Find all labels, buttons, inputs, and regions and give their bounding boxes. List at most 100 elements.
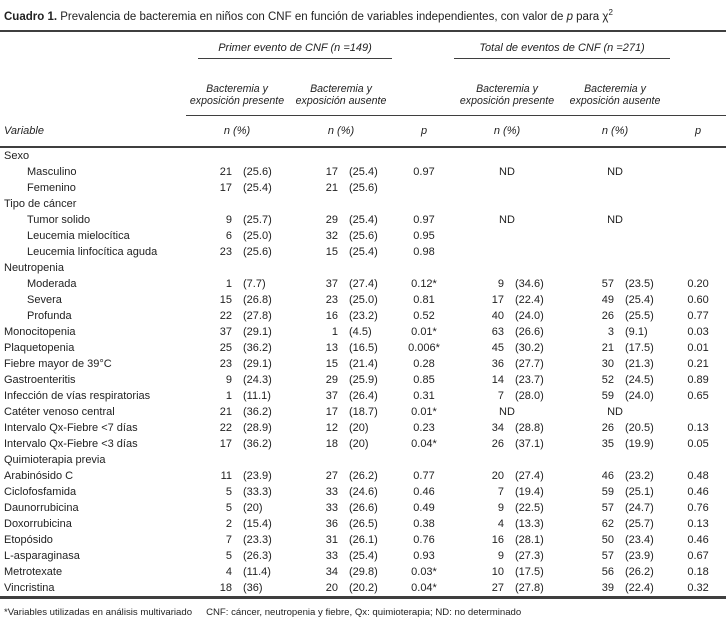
row-label: Masculino (27, 165, 77, 178)
cell-pct: (25.7) (243, 213, 272, 226)
cell-n: 4 (225, 565, 232, 578)
row-label: Vincristina (0, 579, 186, 599)
cell-n (186, 147, 232, 164)
cell-p: 0.38 (413, 517, 435, 530)
cell-p: 0.01* (411, 405, 437, 418)
cell-p: 0.04* (411, 437, 437, 450)
cell-n: 37 (219, 325, 232, 338)
cell-p: 0.49 (413, 501, 435, 514)
table-row: Infección de vías respiratorias 1 (11.1) 37… (0, 388, 726, 404)
cell-pct (504, 244, 560, 260)
cell-n: 15 (325, 245, 338, 258)
table-footnote: *Variables utilizadas en análisis multiv… (0, 607, 726, 618)
cell-n: 39 (560, 579, 614, 599)
cell-p: 0.60 (687, 293, 709, 306)
cell-pct: (15.4) (243, 517, 272, 530)
cell-nd: ND (499, 165, 515, 178)
cell-n: 15 (325, 357, 338, 370)
subheader-row: Bacteremia y exposición presente Bactere… (0, 58, 726, 116)
cell-n: 62 (601, 517, 614, 530)
table-body: Sexo Masculino 21 (25.6) 17 (25.4) 0.97 ND ND Fem… (0, 147, 726, 599)
column-header-n-pct-2: n (%) (288, 115, 394, 148)
table-row: Profunda 22 (27.8) 16 (23.2) 0.52 40 (24.0) 26 (2… (0, 308, 726, 324)
row-label: Leucemia linfocítica aguda (27, 245, 158, 258)
cell-pct: (26.5) (349, 517, 378, 530)
cell-n: 11 (220, 469, 232, 482)
cell-p: 0.03* (411, 565, 437, 578)
cell-n: 45 (491, 341, 504, 354)
cell-n (560, 228, 614, 244)
cell-pct: (27.4) (515, 469, 544, 482)
cell-n (454, 147, 504, 164)
cell-pct: (19.9) (625, 437, 654, 450)
cell-p: 0.93 (413, 549, 435, 562)
cell-p: 0.23 (413, 421, 435, 434)
cell-n: 59 (601, 389, 614, 402)
cell-n: 2 (225, 517, 232, 530)
table-row: Moderada 1 (7.7) 37 (27.4) 0.12* 9 (34.6) 57 (23.… (0, 276, 726, 292)
cell-p: 0.97 (413, 165, 435, 178)
cell-pct (614, 244, 670, 260)
cell-n: 5 (225, 501, 232, 514)
cell-n: 37 (325, 277, 338, 290)
table-row: Arabinósido C 11 (23.9) 27 (26.2) 0.77 20 (27.4… (0, 468, 726, 484)
cell-pct: (20.5) (625, 421, 654, 434)
cell-p (394, 260, 454, 276)
row-label: Profunda (27, 309, 72, 322)
cell-p: 0.76 (687, 501, 709, 514)
cell-p (670, 244, 726, 260)
row-label: Doxorrubicina (4, 517, 72, 530)
row-label: Quimioterapia previa (4, 453, 106, 466)
cell-n (560, 452, 614, 468)
cell-pct: (24.0) (515, 309, 544, 322)
table-row: Vincristina 18 (36) 20 (20.2) 0.04* 27 (27.8) 39… (0, 579, 726, 599)
cell-pct: (7.7) (243, 277, 266, 290)
cell-pct: (26.4) (349, 389, 378, 402)
cell-pct: (36.2) (243, 341, 272, 354)
row-label: Sexo (4, 149, 30, 162)
cell-pct: (24.3) (243, 373, 272, 386)
cell-n: 29 (325, 213, 338, 226)
cell-n: 33 (325, 501, 338, 514)
cell-pct (504, 147, 560, 164)
cell-p: 0.98 (413, 245, 435, 258)
cell-pct: (20) (243, 501, 263, 514)
cell-pct: (23.9) (243, 469, 272, 482)
cell-n: 50 (601, 533, 614, 546)
cell-p: 0.77 (413, 469, 435, 482)
cell-p: 0.95 (413, 229, 435, 242)
cell-p: 0.01 (687, 341, 709, 354)
table-row: L-asparaginasa 5 (26.3) 33 (25.4) 0.93 9 (27.3)… (0, 548, 726, 564)
cell-pct: (25.6) (349, 229, 378, 242)
cell-n (454, 180, 504, 196)
cell-pct: (21.3) (625, 357, 654, 370)
cell-pct (232, 196, 288, 212)
cell-pct: (28.8) (515, 421, 544, 434)
cell-p (670, 212, 726, 228)
row-label: Fiebre mayor de 39°C (4, 357, 112, 370)
cell-pct: (28.9) (243, 421, 272, 434)
cell-pct: (25.5) (625, 309, 654, 322)
subheader-spacer (0, 59, 186, 116)
cell-pct: (25.6) (243, 165, 272, 178)
table-row: Daunorrubicina 5 (20) 33 (26.6) 0.49 9 (22.5) 57… (0, 500, 726, 516)
row-label: Monocitopenia (4, 325, 76, 338)
row-label: Metrotexate (4, 565, 63, 578)
cell-pct (614, 147, 670, 164)
row-label: Plaquetopenia (4, 341, 75, 354)
cell-n (288, 147, 338, 164)
row-label: Tumor solido (27, 213, 91, 226)
cell-n: 31 (325, 533, 338, 546)
column-header-n-pct-1: n (%) (186, 115, 288, 148)
cell-pct (338, 260, 394, 276)
subheader-bacteremia-absent-2: Bacteremia y exposición ausente (560, 58, 671, 116)
cell-n: 37 (325, 389, 338, 402)
cell-n: 1 (225, 277, 232, 290)
cell-n: 7 (497, 485, 504, 498)
subheader-p-spacer-1 (394, 58, 454, 116)
cell-n: 4 (497, 517, 504, 530)
row-label: Ciclofosfamida (4, 485, 77, 498)
cell-n: 27 (454, 579, 504, 599)
table-row: Severa 15 (26.8) 23 (25.0) 0.81 17 (22.4) 49 (25.… (0, 292, 726, 308)
cell-p: 0.28 (413, 357, 435, 370)
